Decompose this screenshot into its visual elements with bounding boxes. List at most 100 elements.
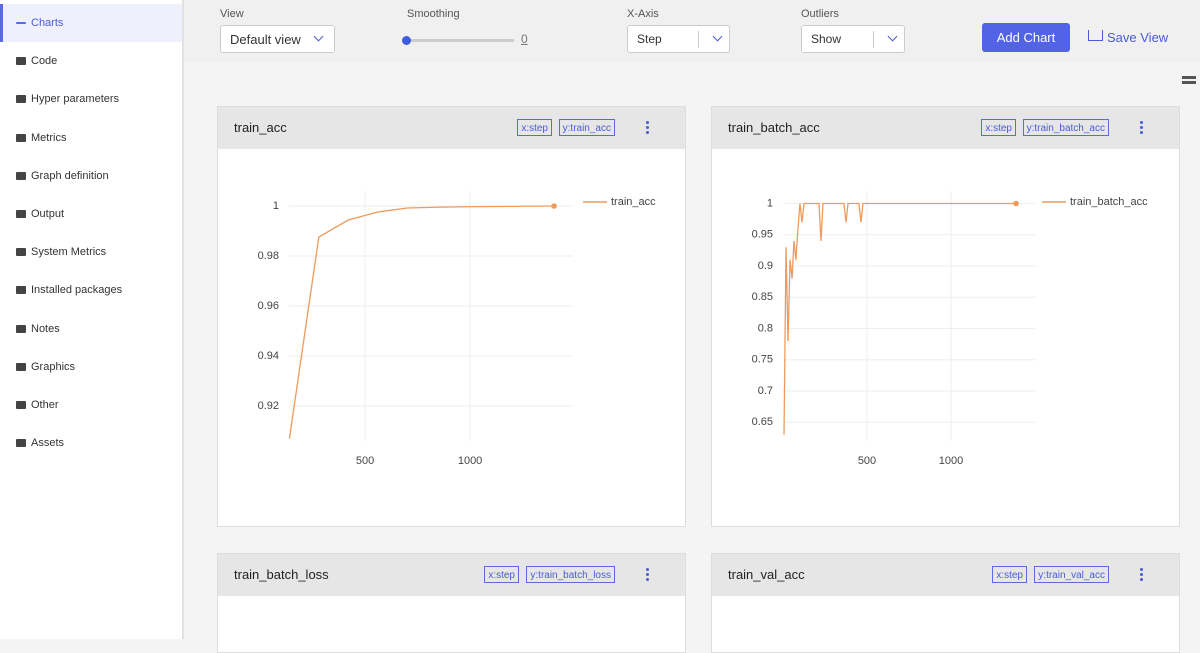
legend-label: train_batch_acc [1070,196,1148,208]
smoothing-value[interactable]: 0 [521,32,528,46]
layout-toggle[interactable] [1182,76,1196,79]
panel-menu[interactable] [1140,568,1143,571]
view-value: Default view [230,31,301,47]
toolbar: View Default view Smoothing 0 X-Axis Ste… [184,0,1200,62]
axis-tag: x:step [517,119,552,136]
save-icon [1088,30,1103,41]
y-tick-label: 0.92 [258,400,279,412]
smoothing-thumb[interactable] [402,36,411,45]
sidebar-label: Installed packages [31,284,123,297]
series-line [288,205,555,439]
sidebar-icon [16,133,26,142]
chart: 0.92 0.94 0.96 0.98 1 500 1000 train_acc [258,191,656,467]
sidebar-item[interactable]: Installed packages [0,271,182,309]
xaxis-select[interactable]: Step [627,25,730,53]
panel-title: train_batch_acc [728,120,820,135]
outliers-select[interactable]: Show [801,25,905,53]
y-tick-label: 0.9 [758,260,773,272]
y-tick-label: 0.75 [752,354,773,366]
panel-menu[interactable] [646,568,649,571]
panel-header: train_val_acc x:step y:train_val_acc [712,554,1179,596]
sidebar-icon [16,171,26,180]
legend-label: train_acc [611,196,656,208]
panel-header: train_acc x:step y:train_acc [218,107,685,149]
sidebar-item[interactable]: Metrics [0,119,182,157]
y-tick-label: 0.8 [758,322,773,334]
sidebar-item[interactable]: Graphics [0,348,182,386]
xaxis-value: Step [637,32,662,46]
sidebar-label: Output [31,208,65,220]
sidebar-icon [16,95,26,104]
sidebar-item[interactable]: Other [0,386,182,424]
sidebar-icon [16,439,26,448]
axis-tag: y:train_batch_loss [526,566,615,583]
sidebar-item[interactable]: Hyper parameters [0,80,182,118]
axis-tag: x:step [484,566,519,583]
x-tick-label: 1000 [458,455,482,467]
y-tick-label: 1 [767,197,773,209]
panel-title: train_batch_loss [234,567,329,582]
smoothing-label: Smoothing [407,8,460,20]
sidebar-label: Notes [31,322,60,335]
save-view-button[interactable]: Save View [1107,30,1169,45]
sidebar-label: Code [31,55,58,68]
sidebar-item[interactable]: Code [0,42,182,80]
sidebar-label: Graphics [31,360,76,373]
sidebar-item[interactable]: Charts [0,4,182,42]
panel-header: train_batch_acc x:step y:train_batch_acc [712,107,1179,149]
sidebar-item[interactable]: Notes [0,310,182,348]
sidebar-label: Other [31,399,59,411]
y-tick-label: 0.98 [258,250,279,262]
series-line [783,202,1017,435]
view-select[interactable]: Default view [220,25,335,53]
chart: 0.65 0.7 0.75 0.8 0.85 0.9 0.95 1 500 1000 train_b… [752,191,1148,467]
chart-panel: train_acc x:step y:train_acc 0.92 0.94 0.96 0.… [217,106,686,527]
sidebar-icon [16,286,26,295]
y-tick-label: 0.65 [752,416,773,428]
y-tick-label: 0.7 [758,385,773,397]
sidebar-item[interactable]: Output [0,195,182,233]
y-tick-label: 0.85 [752,291,773,303]
y-tick-label: 0.95 [752,229,773,241]
panel-header: train_batch_loss x:step y:train_batch_loss [218,554,685,596]
axis-tag: y:train_batch_acc [1022,119,1109,136]
end-marker [551,203,557,209]
axis-tag: x:step [992,566,1027,583]
sidebar-item[interactable]: Graph definition [0,157,182,195]
axis-tag: x:step [981,119,1016,136]
sidebar: Charts Code Hyper parameters Metrics Graph d… [0,0,184,639]
add-chart-button[interactable]: Add Chart [982,23,1070,52]
sidebar-icon [16,324,26,333]
sidebar-label: System Metrics [31,246,107,259]
sidebar-item[interactable]: Assets [0,424,182,462]
sidebar-icon [16,210,26,218]
panel-menu[interactable] [646,121,649,124]
sidebar-icon [16,362,26,371]
sidebar-icon [16,248,26,257]
sidebar-label: Charts [31,17,64,29]
sidebar-label: Metrics [31,131,67,144]
view-label: View [220,8,244,20]
axis-tag: y:train_val_acc [1034,566,1109,583]
x-tick-label: 500 [356,455,374,467]
x-tick-label: 500 [858,455,876,467]
y-tick-label: 0.94 [258,350,279,362]
y-tick-label: 1 [273,200,279,212]
sidebar-icon [16,57,26,66]
panel-title: train_val_acc [728,567,805,582]
end-marker [1013,200,1019,207]
outliers-label: Outliers [801,8,839,20]
y-tick-label: 0.96 [258,300,279,312]
chart-panel: train_batch_acc x:step y:train_batch_acc 0.… [711,106,1180,527]
sidebar-item[interactable]: System Metrics [0,233,182,271]
panel-menu[interactable] [1140,121,1143,124]
chart-panel: train_batch_loss x:step y:train_batch_loss [217,553,686,653]
xaxis-label: X-Axis [627,8,659,20]
sidebar-icon [16,22,26,24]
axis-tag: y:train_acc [558,119,615,136]
sidebar-label: Hyper parameters [31,93,120,106]
x-tick-label: 1000 [939,455,963,467]
outliers-value: Show [811,32,842,46]
smoothing-track [406,39,514,42]
